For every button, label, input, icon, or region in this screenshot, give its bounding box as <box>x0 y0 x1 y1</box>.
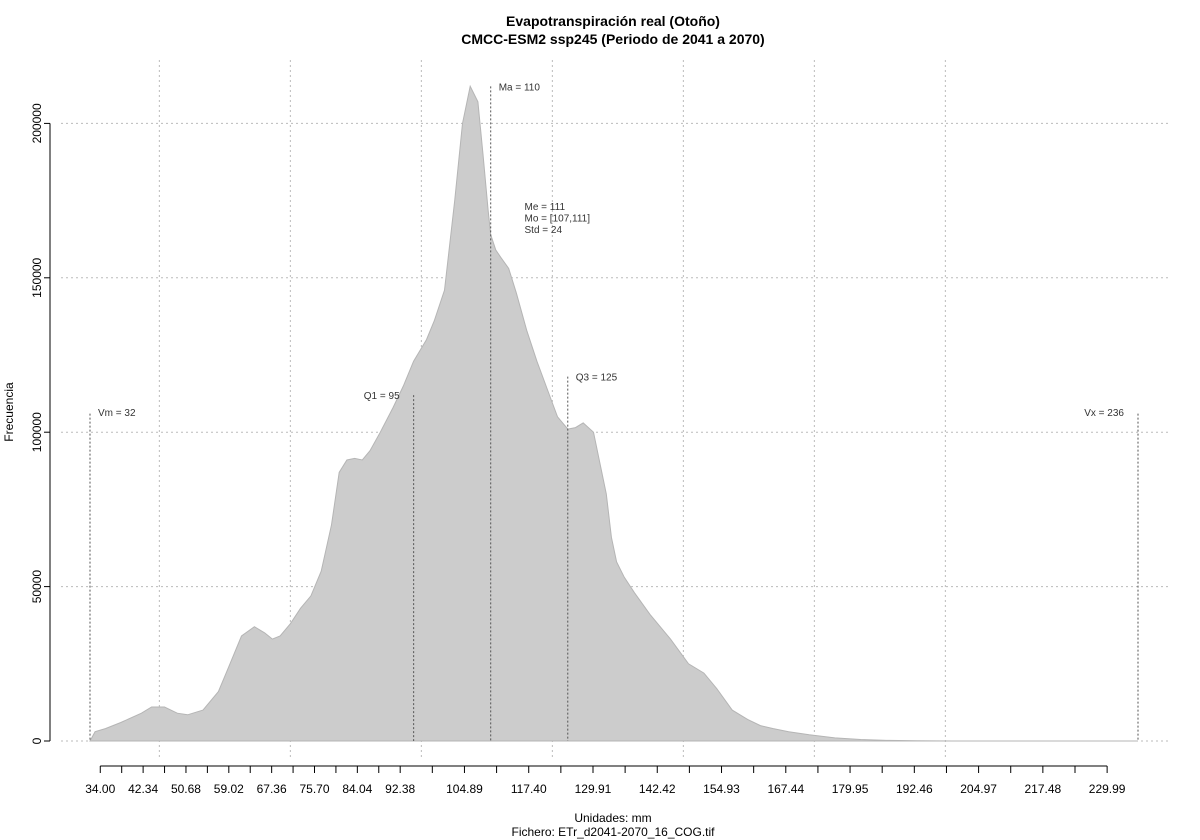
x-tick-label: 104.89 <box>446 782 483 796</box>
stats-line: Std = 24 <box>525 225 563 236</box>
y-tick-label: 0 <box>30 737 44 744</box>
density-area-path <box>89 84 1138 742</box>
x-tick-label: 217.48 <box>1025 782 1062 796</box>
reference-line-label: Vm = 32 <box>98 408 136 419</box>
y-tick-label: 50000 <box>30 570 44 604</box>
chart-title: Evapotranspiración real (Otoño) <box>506 13 720 29</box>
x-tick-label: 154.93 <box>703 782 740 796</box>
x-tick-label: 59.02 <box>214 782 244 796</box>
x-tick-label: 92.38 <box>385 782 415 796</box>
x-tick-label: 67.36 <box>257 782 287 796</box>
chart-subtitle: CMCC-ESM2 ssp245 (Periodo de 2041 a 2070… <box>461 31 764 47</box>
reference-line-label: Q1 = 95 <box>364 391 400 402</box>
y-axis-label: Frecuencia <box>2 382 16 442</box>
x-tick-label: 192.46 <box>896 782 933 796</box>
reference-line-label: Q3 = 125 <box>576 373 618 384</box>
y-axis: 0 50000 100000 150000 200000 <box>30 103 51 744</box>
file-label: Fichero: ETr_d2041-2070_16_COG.tif <box>512 825 716 839</box>
x-tick-label: 179.95 <box>832 782 869 796</box>
x-axis-label: Unidades: mm <box>574 811 651 825</box>
y-tick-label: 150000 <box>30 257 44 297</box>
x-tick-label: 142.42 <box>639 782 676 796</box>
x-tick-label: 50.68 <box>171 782 201 796</box>
x-tick-label: 167.44 <box>767 782 804 796</box>
y-tick-label: 100000 <box>30 412 44 452</box>
reference-line-label: Ma = 110 <box>499 82 541 93</box>
x-tick-label: 42.34 <box>128 782 158 796</box>
x-tick-label: 75.70 <box>299 782 329 796</box>
x-tick-label: 229.99 <box>1089 782 1126 796</box>
density-area <box>89 84 1138 742</box>
stats-line: Mo = [107,111] <box>525 213 591 224</box>
x-tick-label: 117.40 <box>511 782 547 796</box>
x-axis: 34.00 42.34 50.68 59.02 67.36 75.70 84.04 92.38… <box>85 765 1126 796</box>
reference-line-label: Vx = 236 <box>1084 408 1124 419</box>
y-tick-label: 200000 <box>30 103 44 143</box>
x-tick-label: 34.00 <box>85 782 115 796</box>
x-tick-label: 84.04 <box>342 782 372 796</box>
x-tick-label: 204.97 <box>960 782 997 796</box>
stats-line: Me = 111 <box>525 202 566 213</box>
x-tick-label: 129.91 <box>575 782 612 796</box>
reference-lines: Vm = 32 Q1 = 95 Ma = 110 Q3 = 125 Vx = 236 <box>89 82 1139 741</box>
